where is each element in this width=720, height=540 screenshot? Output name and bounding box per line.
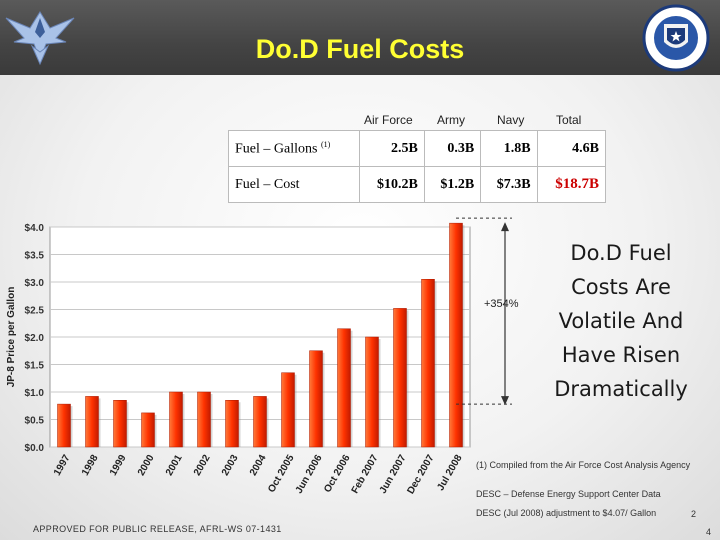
y-tick-label: $2.0 <box>25 333 45 344</box>
air-force-wings-logo <box>5 11 75 66</box>
x-tick-label: Jun 2007 <box>378 453 409 496</box>
y-tick-label: $3.0 <box>25 278 45 289</box>
footnote-marker: (1) <box>320 139 331 149</box>
bar <box>281 372 295 448</box>
cell-gallons-total: 4.6B <box>536 130 607 167</box>
x-tick-label: 1998 <box>80 453 101 478</box>
col-head-navy: Navy <box>497 113 525 127</box>
bar <box>365 336 379 448</box>
note-compiled: (1) Compiled from the Air Force Cost Ana… <box>476 460 691 470</box>
bar <box>141 412 155 448</box>
cell-cost-total: $18.7B <box>536 166 607 203</box>
cell-cost-air-force: $10.2B <box>359 166 425 203</box>
x-tick-label: Oct 2005 <box>266 453 297 495</box>
x-tick-label: Oct 2006 <box>322 453 353 495</box>
callout-line-2: Costs Are <box>571 275 671 299</box>
callout-line-4: Have Risen <box>561 343 681 367</box>
page-title: Do.D Fuel Costs <box>255 34 465 64</box>
x-tick-label: Jun 2006 <box>294 453 325 496</box>
increase-label: +354% <box>484 298 519 310</box>
cell-gallons-army: 0.3B <box>423 130 482 167</box>
y-tick-label: $2.5 <box>25 306 45 317</box>
page-number-inner: 2 <box>691 509 697 519</box>
x-tick-label: Feb 2007 <box>350 453 381 496</box>
y-axis-label: JP-8 Price per Gallon <box>6 287 17 388</box>
bar <box>197 391 211 448</box>
bar <box>253 396 267 448</box>
arrow-head-down <box>501 396 509 406</box>
page-number: 4 <box>706 527 712 537</box>
table-row-cost: Fuel – Cost $10.2B $1.2B $7.3B $18.7B <box>228 166 607 203</box>
bar <box>449 222 463 448</box>
x-tick-label: 1997 <box>52 453 73 478</box>
note-adjustment: DESC (Jul 2008) adjustment to $4.07/ Gal… <box>476 508 657 518</box>
cell-cost-navy: $7.3B <box>480 166 538 203</box>
y-tick-label: $4.0 <box>25 223 45 234</box>
callout-line-1: Do.D Fuel <box>570 241 672 265</box>
callout-text: Do.D Fuel Costs Are Volatile And Have Ri… <box>532 236 710 406</box>
x-tick-label: Jul 2008 <box>435 453 464 493</box>
cell-gallons-air-force: 2.5B <box>359 130 425 167</box>
bar <box>113 400 127 448</box>
x-tick-label: 2001 <box>164 453 185 478</box>
bar <box>225 400 239 448</box>
col-head-total: Total <box>556 113 582 127</box>
callout-line-3: Volatile And <box>558 309 684 333</box>
bar <box>85 396 99 448</box>
col-head-army: Army <box>437 113 465 127</box>
x-tick-label: 2002 <box>192 453 213 478</box>
callout-line-5: Dramatically <box>554 377 688 401</box>
bar <box>57 403 71 448</box>
release-statement: APPROVED FOR PUBLIC RELEASE, AFRL-WS 07-… <box>33 524 282 534</box>
col-head-air-force: Air Force <box>364 113 413 127</box>
y-tick-label: $1.0 <box>25 388 45 399</box>
x-tick-label: 2004 <box>248 453 269 478</box>
row-label-cost: Fuel – Cost <box>228 166 360 203</box>
y-tick-label: $0.5 <box>25 416 45 427</box>
note-desc: DESC – Defense Energy Support Center Dat… <box>476 489 661 499</box>
fuel-table: Fuel – Gallons (1) 2.5B 0.3B 1.8B 4.6B F… <box>228 130 607 203</box>
bar <box>421 279 435 448</box>
bar <box>393 308 407 448</box>
bar <box>169 391 183 448</box>
cell-gallons-navy: 1.8B <box>480 130 538 167</box>
y-tick-label: $3.5 <box>25 251 45 262</box>
bar <box>309 350 323 448</box>
y-tick-label: $0.0 <box>25 443 45 454</box>
x-tick-label: 2000 <box>136 453 157 478</box>
arrow-head-up <box>501 222 509 232</box>
afrl-shield-logo <box>642 4 710 72</box>
x-tick-label: Dec 2007 <box>405 453 436 496</box>
bar <box>337 328 351 448</box>
y-tick-label: $1.5 <box>25 361 45 372</box>
x-tick-label: 2003 <box>220 453 241 478</box>
header-bar: Do.D Fuel Costs <box>0 0 720 75</box>
x-tick-label: 1999 <box>108 453 129 478</box>
